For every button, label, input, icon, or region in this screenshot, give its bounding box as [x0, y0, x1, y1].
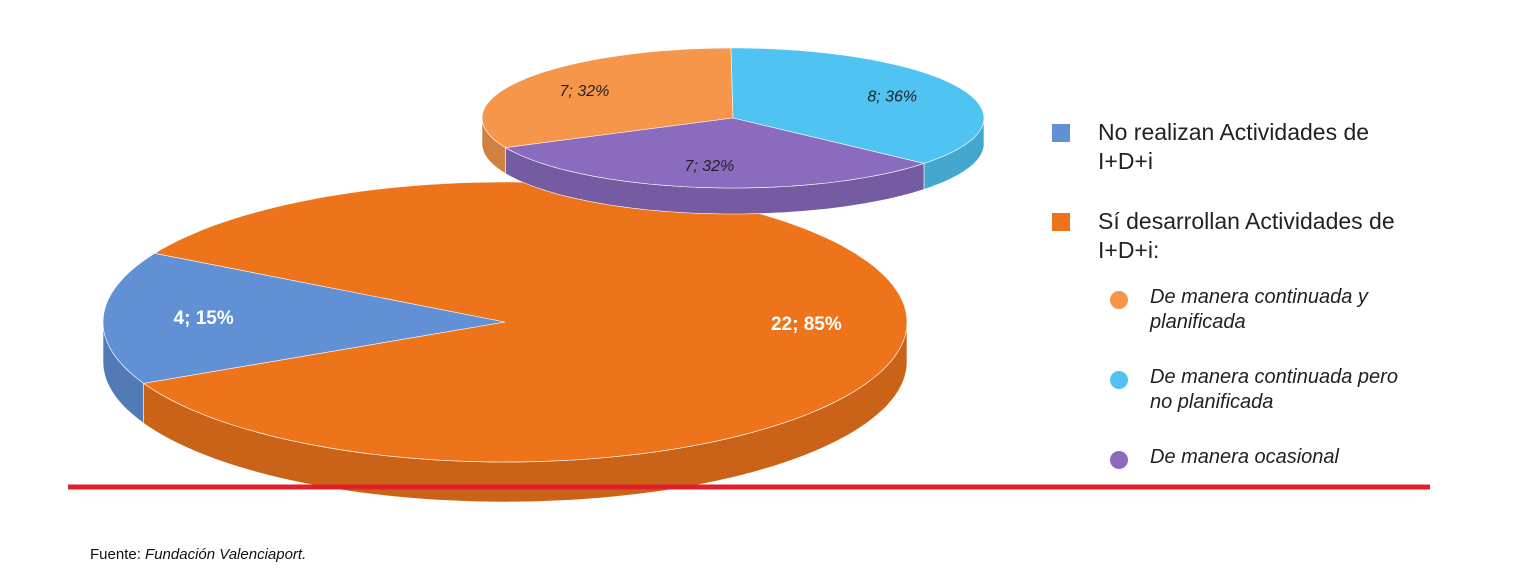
- data-label: 4; 15%: [174, 308, 234, 329]
- slice: [730, 47, 985, 164]
- source: Fuente: Fundación Valenciaport.: [90, 546, 306, 563]
- legend-marker: [1110, 371, 1128, 389]
- source-text: Fundación Valenciaport.: [145, 546, 307, 563]
- legend-marker: [1052, 213, 1070, 231]
- data-label: 7; 32%: [560, 83, 610, 100]
- legend-label: De manera continuada y planificada: [1150, 286, 1368, 333]
- legend-label: De manera ocasional: [1150, 446, 1339, 468]
- data-label: 7; 32%: [684, 158, 734, 175]
- legend-label: No realizan Actividades de I+D+i: [1098, 119, 1370, 174]
- source-label: Fuente:: [90, 546, 141, 563]
- slice: [481, 47, 734, 148]
- slice: [142, 181, 908, 463]
- legend-marker: [1110, 291, 1128, 309]
- data-label: 8; 36%: [867, 89, 917, 106]
- legend-label: Sí desarrollan Actividades de I+D+i:: [1098, 208, 1395, 263]
- slice: [102, 252, 506, 384]
- data-label: 22; 85%: [771, 314, 842, 335]
- legend-marker: [1110, 451, 1128, 469]
- legend-label: De manera continuada pero no planificada: [1150, 366, 1398, 413]
- slice: [504, 117, 926, 189]
- legend-marker: [1052, 124, 1070, 142]
